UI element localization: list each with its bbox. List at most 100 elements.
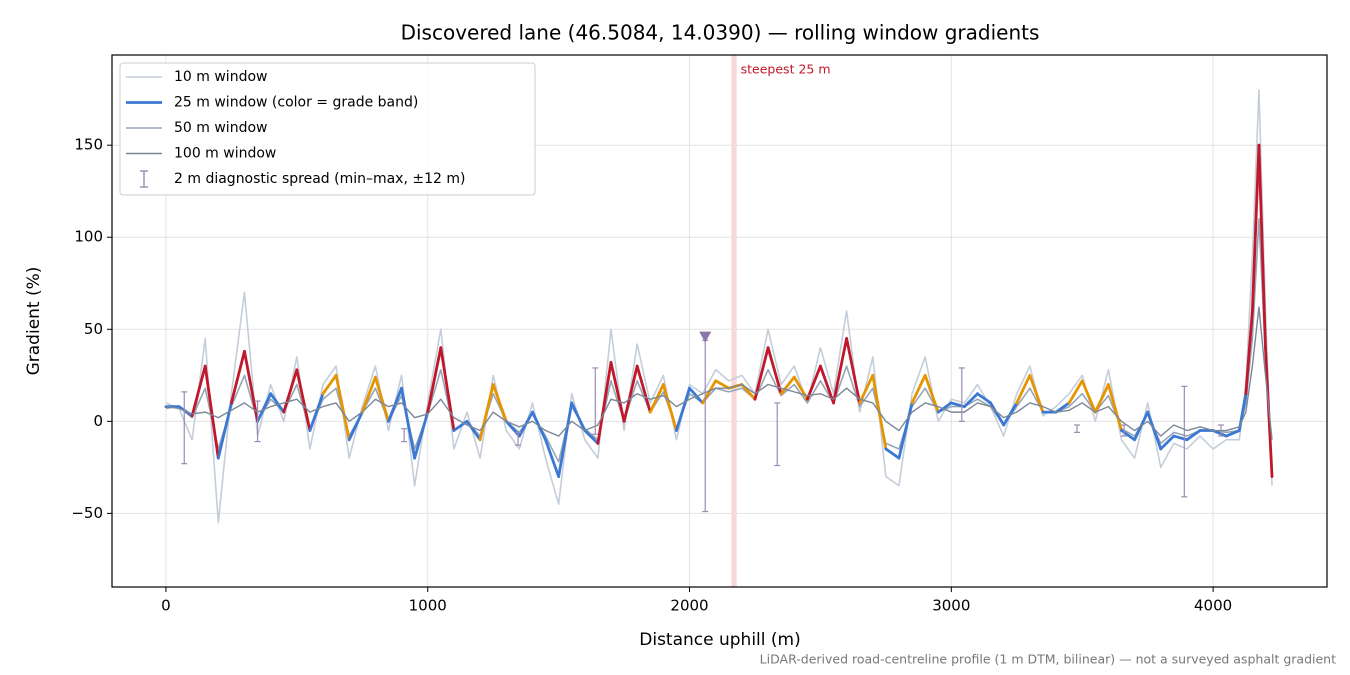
line-segment (504, 419, 521, 438)
x-axis-label: Distance uphill (m) (639, 630, 800, 650)
line-segment (1080, 379, 1097, 414)
span-label: steepest 25 m (741, 62, 831, 77)
plot-frame (111, 54, 1328, 588)
x-tick-label: 3000 (932, 597, 970, 615)
y-axis-label: Gradient (%) (24, 267, 44, 376)
y-tick-label: 0 (93, 412, 103, 430)
error-bar (1181, 385, 1188, 498)
highlight-span (731, 55, 737, 587)
error-bar (1121, 424, 1128, 437)
line-segment (400, 386, 417, 460)
line-segment (976, 392, 992, 405)
line-segment (583, 429, 600, 445)
line-segment (1211, 429, 1228, 438)
error-bar (181, 391, 188, 465)
line-segment (1106, 383, 1123, 432)
line-segment (714, 379, 731, 390)
line-segment (832, 337, 849, 405)
line-segment (282, 368, 299, 414)
line-segment (295, 368, 312, 432)
line-segment (1244, 309, 1254, 396)
line-segment (845, 337, 862, 405)
line-segment (1093, 383, 1110, 414)
marker (699, 331, 712, 343)
error-bar (592, 367, 599, 435)
legend-label: 2 m diagnostic spread (min–max, ±12 m) (174, 171, 465, 187)
y-tick-label: −50 (71, 504, 103, 522)
line-segment (858, 373, 875, 405)
error-bar (958, 367, 965, 422)
line-segment (360, 375, 377, 414)
line-segment (256, 392, 273, 423)
line-segment (1015, 373, 1032, 405)
line-segment (269, 392, 286, 414)
line-segment (229, 349, 246, 405)
error-bar (1073, 424, 1080, 433)
line-segment (1250, 143, 1261, 313)
error-bar (1217, 424, 1224, 437)
line-segment (596, 361, 613, 445)
line-segment (243, 349, 259, 423)
line-segment (544, 438, 561, 478)
line-segment (1257, 143, 1267, 350)
legend-label: 50 m window (174, 120, 267, 136)
y-tick-label: 150 (74, 136, 103, 154)
legend-box (119, 62, 536, 196)
line-segment (819, 364, 835, 405)
line-segment (622, 364, 639, 423)
line-segment (675, 386, 691, 432)
line-segment (308, 392, 325, 432)
line-segment (779, 375, 796, 396)
line-segment (1159, 434, 1176, 451)
line-segment (203, 364, 220, 460)
line-segment (766, 346, 783, 396)
line-segment (753, 346, 770, 401)
line-segment (373, 375, 390, 423)
line-segment (1146, 410, 1163, 451)
line-segment (439, 346, 456, 432)
line-segment (321, 373, 338, 396)
line-segment (1185, 429, 1202, 442)
line-segment (884, 447, 901, 460)
line-segment (1002, 401, 1019, 427)
line-segment (740, 383, 757, 401)
line-segment (452, 419, 469, 432)
line-segment (491, 383, 508, 423)
line-segment (963, 392, 979, 408)
error-bar (774, 402, 781, 467)
line-segment (648, 383, 665, 414)
line-segment (465, 419, 482, 442)
legend-label: 25 m window (color = grade band) (174, 95, 418, 111)
legend-label: 100 m window (174, 146, 276, 162)
line-segment (805, 364, 822, 401)
line-segment (936, 401, 953, 414)
series-line (165, 218, 1273, 468)
y-tick-label: 100 (74, 228, 103, 246)
line-segment (1054, 401, 1071, 414)
line-segment (334, 373, 351, 442)
line-segment (701, 379, 718, 405)
error-bar (702, 339, 709, 513)
line-segment (989, 401, 1006, 427)
x-tick-label: 2000 (670, 597, 708, 615)
line-segment (557, 401, 574, 478)
footnote: LiDAR-derived road-centreline profile (1… (760, 652, 1336, 667)
x-tick-label: 4000 (1194, 597, 1232, 615)
x-tick-label: 1000 (409, 597, 447, 615)
y-tick-label: 50 (84, 320, 103, 338)
line-segment (570, 401, 587, 432)
series-line (165, 306, 1273, 440)
error-bar (254, 400, 261, 443)
line-segment (661, 383, 678, 432)
legend-label: 10 m window (174, 69, 267, 85)
line-segment (1067, 379, 1084, 405)
error-bar (401, 428, 408, 443)
line-segment (897, 401, 914, 460)
line-segment (609, 361, 626, 423)
chart-title: Discovered lane (46.5084, 14.0390) — rol… (401, 21, 1040, 45)
line-segment (635, 364, 652, 414)
line-segment (1172, 434, 1189, 442)
x-tick-label: 0 (161, 597, 171, 615)
line-segment (413, 410, 430, 460)
